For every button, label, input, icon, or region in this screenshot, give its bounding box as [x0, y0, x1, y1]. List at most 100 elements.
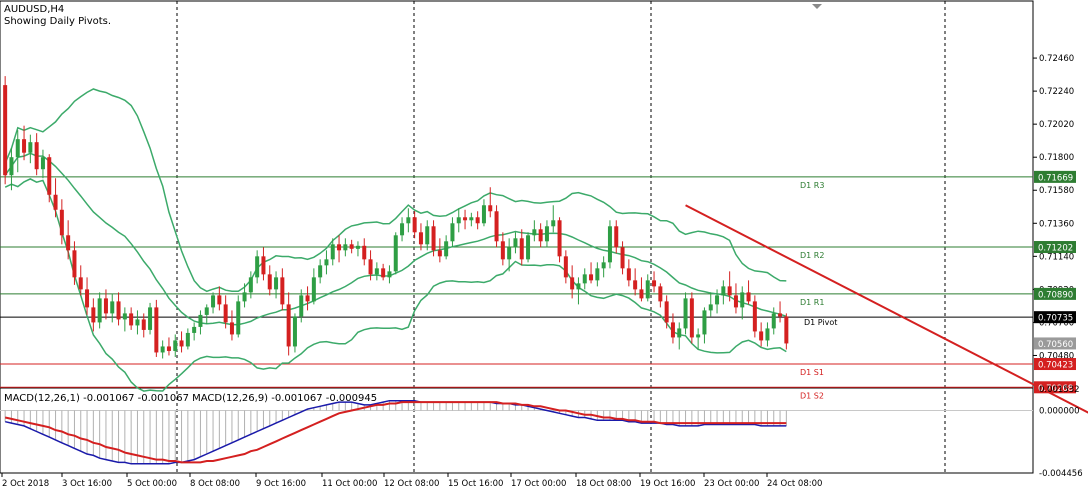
- candle-body: [330, 244, 335, 260]
- candle-body: [78, 277, 83, 290]
- candle-body: [324, 259, 329, 266]
- candle-body: [418, 232, 423, 245]
- price-tick-label: 0.71580: [1039, 186, 1074, 196]
- candle-body: [752, 301, 757, 332]
- candle-body: [393, 235, 398, 272]
- price-tick-label: 0.71800: [1039, 153, 1074, 163]
- indicator-note: Showing Daily Pivots.: [4, 16, 111, 27]
- candle-body: [437, 250, 442, 257]
- pivot-levels: D1 R3 D1 R2 D1 R1 D1 S1 D1 S2 D1 Pivot: [0, 176, 1033, 400]
- candle-body: [652, 280, 657, 287]
- candle-body: [589, 274, 594, 281]
- candle-body: [255, 256, 260, 278]
- candle-body: [670, 322, 675, 338]
- current-price-tag: 0.70735: [1038, 314, 1073, 324]
- candle-body: [223, 304, 228, 323]
- candle-body: [267, 274, 272, 290]
- candle-body: [721, 286, 726, 296]
- level-price-tag: 0.71669: [1038, 173, 1073, 183]
- candle-body: [607, 226, 612, 263]
- candle-body: [91, 307, 96, 323]
- candle-body: [97, 298, 102, 323]
- price-tick-label: 0.70700: [1039, 318, 1074, 328]
- macd-tick-label: 0.001532: [1039, 385, 1080, 395]
- candle-body: [299, 295, 304, 317]
- time-tick-label: 19 Oct 16:00: [640, 479, 695, 489]
- price-tick-label: 0.71140: [1039, 252, 1074, 262]
- candle-body: [595, 268, 600, 281]
- candle-body: [639, 289, 644, 299]
- price-tick-label: 0.72020: [1039, 120, 1074, 130]
- price-axis: 0.72460 0.72240 0.72020 0.71800 0.71580 0.713…: [1033, 54, 1083, 479]
- trendline[interactable]: [685, 204, 1088, 414]
- time-tick-label: 24 Oct 08:00: [767, 479, 822, 489]
- candle-body: [217, 295, 222, 305]
- candle-body: [626, 268, 631, 281]
- chart-shift-marker[interactable]: [812, 4, 822, 9]
- candle-body: [166, 346, 171, 351]
- candles: [3, 76, 789, 359]
- candle-body: [715, 295, 720, 305]
- candle-body: [318, 265, 323, 278]
- candle-body: [261, 256, 266, 275]
- candle-body: [677, 328, 682, 338]
- candle-body: [740, 292, 745, 308]
- candle-body: [778, 313, 783, 317]
- ask-price-tag-bg: [1034, 337, 1076, 350]
- time-tick-label: 3 Oct 16:00: [62, 479, 112, 489]
- candle-body: [311, 277, 316, 302]
- candle-body: [110, 301, 115, 314]
- time-tick-label: 8 Oct 08:00: [190, 479, 240, 489]
- candle-body: [708, 304, 713, 311]
- trendline-group[interactable]: [685, 204, 1088, 414]
- candle-body: [122, 313, 127, 320]
- candle-body: [406, 217, 411, 224]
- time-tick-label: 11 Oct 00:00: [322, 479, 377, 489]
- candle-body: [456, 217, 461, 224]
- candle-body: [292, 316, 297, 347]
- candle-body: [66, 235, 71, 251]
- candle-body: [488, 205, 493, 212]
- level-price-tag-bg: [1034, 170, 1076, 183]
- candle-body: [343, 244, 348, 251]
- candle-body: [771, 313, 776, 329]
- level-price-tag-bg: [1034, 287, 1076, 300]
- time-axis: 2 Oct 2018 3 Oct 16:00 5 Oct 00:00 8 Oct 08…: [1, 473, 822, 489]
- macd-panel[interactable]: [0, 399, 1033, 465]
- candle-body: [683, 298, 688, 329]
- candle-body: [28, 142, 33, 153]
- level-price-tag-bg: [1034, 241, 1076, 254]
- candle-body: [570, 277, 575, 290]
- candle-body: [563, 256, 568, 278]
- candle-body: [248, 277, 253, 293]
- level-price-tag: 0.70268: [1038, 384, 1073, 394]
- price-tick-label: 0.70480: [1039, 351, 1074, 361]
- candle-body: [481, 205, 486, 224]
- candle-body: [784, 316, 789, 344]
- level-price-tag-bg: [1034, 381, 1076, 394]
- candle-body: [3, 85, 8, 176]
- candle-body: [551, 220, 556, 227]
- price-tick-label: 0.72460: [1039, 54, 1074, 64]
- candle-body: [601, 262, 606, 269]
- band-lower: [4, 178, 787, 392]
- candle-body: [337, 244, 342, 251]
- candle-body: [532, 229, 537, 236]
- time-tick-label: 23 Oct 00:00: [704, 479, 759, 489]
- candle-body: [53, 194, 58, 210]
- candle-body: [192, 326, 197, 333]
- candle-body: [349, 244, 354, 249]
- candle-body: [179, 340, 184, 347]
- candle-body: [538, 229, 543, 242]
- candle-body: [425, 226, 430, 245]
- candle-body: [362, 245, 367, 260]
- time-tick-label: 18 Oct 08:00: [576, 479, 631, 489]
- pivot-level-label: D1 S1: [800, 368, 824, 377]
- chart-frame: [0, 0, 1034, 474]
- pivot-level-label: D1 S2: [800, 391, 824, 400]
- candle-body: [103, 298, 108, 314]
- candle-body: [412, 217, 417, 233]
- candle-body: [387, 271, 392, 278]
